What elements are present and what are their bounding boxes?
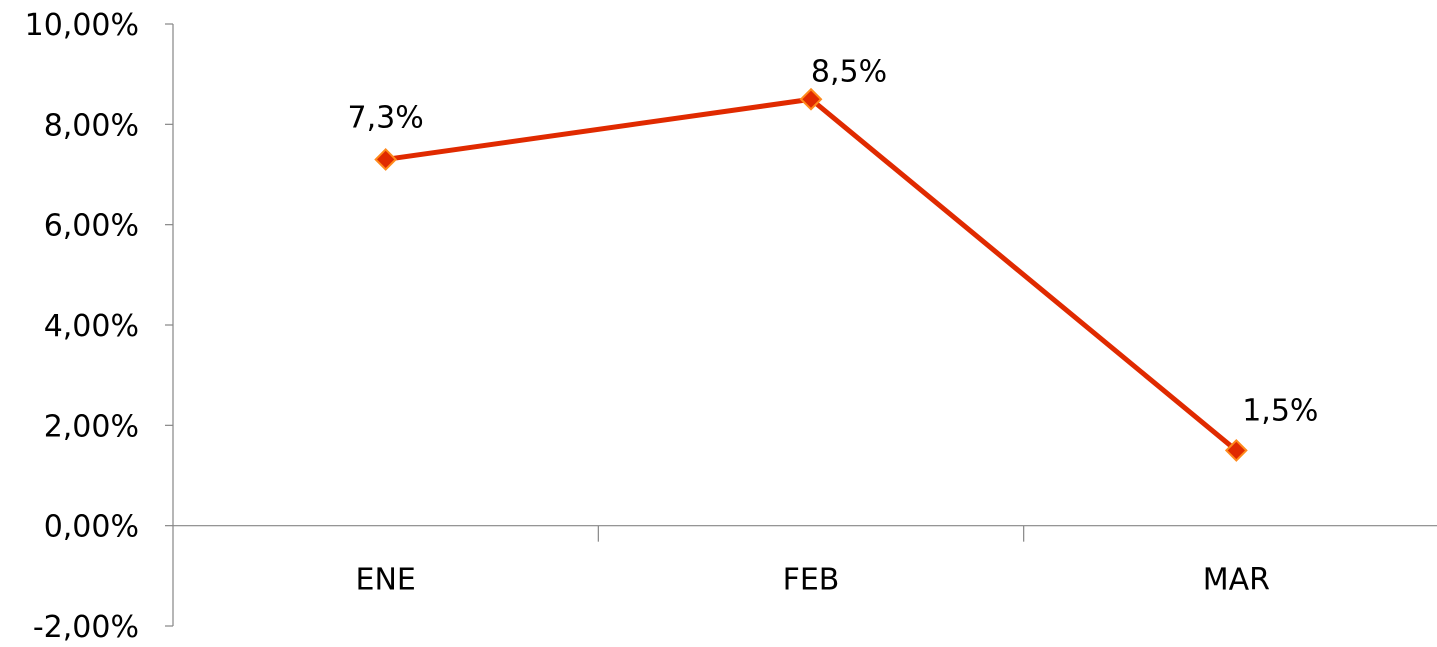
y-tick-label: 2,00%	[44, 409, 139, 444]
data-point-marker	[1224, 439, 1248, 462]
data-labels: 7,3% 8,5% 1,5%	[348, 54, 1319, 428]
data-label: 7,3%	[348, 100, 424, 135]
data-label: 1,5%	[1242, 393, 1318, 428]
y-tick-label: -2,00%	[33, 610, 139, 645]
data-point-marker	[799, 87, 823, 111]
x-axis: ENE FEB MAR	[173, 525, 1437, 598]
data-label: 8,5%	[811, 54, 887, 89]
y-tick-label: 4,00%	[44, 309, 139, 344]
y-axis: 10,00% 8,00% 6,00% 4,00% 2,00% 0,00% -2,00%	[25, 8, 174, 645]
x-tick-label: ENE	[355, 563, 415, 598]
series-line	[385, 96, 1238, 453]
y-tick-label: 0,00%	[44, 510, 139, 545]
x-tick-label: FEB	[783, 563, 840, 598]
x-tick-label: MAR	[1203, 563, 1270, 598]
data-point-marker	[374, 148, 398, 171]
y-tick-label: 6,00%	[44, 209, 139, 244]
series-group	[374, 87, 1248, 462]
y-tick-label: 8,00%	[44, 108, 139, 143]
y-tick-label: 10,00%	[25, 8, 139, 43]
